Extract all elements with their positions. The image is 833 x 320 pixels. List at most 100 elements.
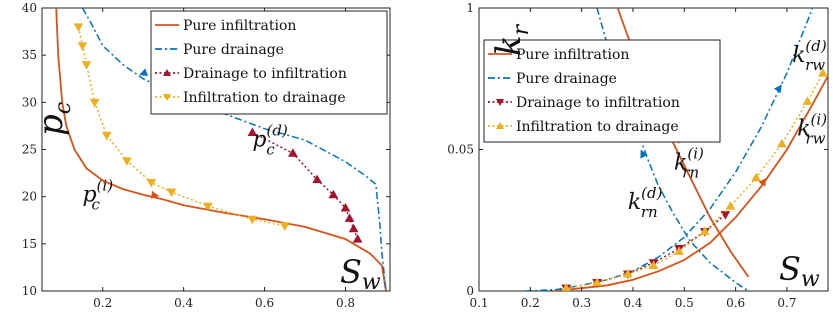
curve-annotation: k(d) rn [628, 184, 663, 221]
data-point [77, 42, 88, 51]
y-tick-label: 35 [22, 48, 37, 62]
legend-marker [163, 94, 171, 101]
data-point [166, 188, 177, 197]
x-tick-label: 0.6 [726, 296, 745, 310]
data-point [328, 189, 339, 199]
curve-annotation: p(d) c [252, 122, 288, 159]
legend-entry: Infiltration to drainage [155, 90, 346, 106]
legend-entry: Pure infiltration [488, 47, 629, 63]
direction-arrow [758, 177, 767, 187]
curve-annotation: k(i) rn [674, 144, 704, 181]
y-tick-label: 15 [22, 237, 37, 251]
data-point [776, 138, 787, 148]
legend-label: Pure drainage [516, 71, 617, 87]
y-tick-label: 30 [22, 95, 37, 109]
direction-arrow [773, 84, 782, 94]
series-clip [55, 8, 387, 291]
direction-arrow [150, 190, 160, 199]
x-tick-label: 0.2 [521, 296, 540, 310]
legend-entry: Pure drainage [155, 42, 284, 58]
y-tick-label: 0.05 [447, 143, 474, 157]
legend-entry: Pure drainage [488, 71, 617, 87]
data-point [247, 127, 258, 137]
legend: Pure infiltration Pure drainage Drainage t… [483, 39, 721, 143]
legend-label: Drainage to infiltration [183, 66, 347, 82]
legend-label: Drainage to infiltration [516, 95, 680, 111]
x-tick-label: 0.4 [623, 296, 642, 310]
data-point [89, 98, 100, 108]
data-point [592, 277, 602, 287]
series-line-pure-drainage [525, 8, 814, 291]
x-tick-label: 0.4 [174, 296, 193, 310]
direction-arrow [640, 149, 648, 159]
series-line-pure-infiltration [553, 75, 828, 291]
data-point [340, 202, 351, 212]
curve-annotation: k(i) rw [797, 110, 827, 147]
legend-label: Pure drainage [183, 42, 284, 58]
data-point [203, 202, 213, 212]
series-line-pure-drainage [81, 8, 387, 291]
legend-entry: Infiltration to drainage [488, 119, 679, 135]
y-tick-label: 1 [466, 1, 474, 15]
data-point [699, 226, 710, 236]
y-tick-label: 25 [22, 143, 37, 157]
x-tick-label: 0.7 [777, 296, 796, 310]
y-tick-label: 40 [22, 1, 37, 15]
data-point [247, 215, 258, 225]
data-point [725, 201, 736, 210]
x-tick-label: 0.2 [93, 296, 112, 310]
data-point [146, 179, 157, 188]
x-tick-label: 0.1 [469, 296, 488, 310]
tick-layer: 0.1 0.2 0.3 0.4 0.5 0.6 0.7 0 0.05 1 [447, 1, 828, 310]
y-tick-label: 20 [22, 190, 37, 204]
legend-marker [496, 122, 504, 129]
x-tick-label: 0.3 [572, 296, 591, 310]
data-point [648, 260, 659, 270]
data-point [81, 61, 92, 70]
legend-entry: Drainage to infiltration [155, 66, 347, 82]
legend-marker [163, 69, 171, 76]
x-tick-label: 0.5 [675, 296, 694, 310]
data-point [818, 68, 828, 77]
legend-marker [496, 99, 504, 106]
data-point [348, 223, 359, 233]
series-layer [55, 8, 387, 291]
y-axis-label: kr [489, 23, 534, 56]
x-axis-label: Sw [340, 253, 381, 295]
data-point [674, 246, 685, 255]
legend-label: Pure infiltration [183, 18, 296, 34]
capillary-pressure-chart: 0.2 0.4 0.6 0.8 10 15 20 25 30 35 40 Pure infiltra… [22, 1, 391, 310]
y-axis-label: pc [31, 102, 76, 136]
data-point [312, 174, 323, 184]
tick-layer: 0.2 0.4 0.6 0.8 10 15 20 25 30 35 40 [22, 1, 390, 310]
data-point [344, 213, 355, 222]
data-point [288, 148, 298, 157]
y-tick-label: 0 [466, 284, 474, 298]
curve-annotation: k(d) rw [792, 37, 827, 74]
data-point [622, 269, 633, 278]
x-tick-label: 0.8 [336, 296, 355, 310]
data-point [101, 131, 112, 141]
direction-arrow [139, 68, 149, 76]
annotation-layer: k(d) rw k(i) rw k(i) rn k(d) rn [628, 37, 827, 221]
legend-box [150, 10, 388, 115]
legend-entry: Pure infiltration [155, 18, 296, 34]
data-point [751, 172, 762, 182]
legend-label: Infiltration to drainage [516, 119, 679, 135]
legend-label: Infiltration to drainage [183, 90, 346, 106]
curve-annotation: p(i) c [82, 176, 113, 213]
legend-box [483, 39, 721, 143]
data-point [352, 234, 363, 243]
y-tick-label: 10 [22, 284, 37, 298]
legend-entry: Drainage to infiltration [488, 95, 680, 111]
annotation-layer: p(d) c p(i) c [82, 122, 288, 214]
x-tick-label: 0.6 [255, 296, 274, 310]
legend: Pure infiltration Pure drainage Drainage t… [150, 10, 388, 115]
data-point [122, 157, 132, 166]
data-point [73, 23, 84, 32]
data-point [279, 222, 290, 231]
x-axis-label: Sw [779, 250, 820, 292]
relative-permeability-chart: 0.1 0.2 0.3 0.4 0.5 0.6 0.7 0 0.05 1 Pure infiltr… [447, 1, 829, 310]
series-line-infiltration-to-drainage [566, 72, 824, 289]
